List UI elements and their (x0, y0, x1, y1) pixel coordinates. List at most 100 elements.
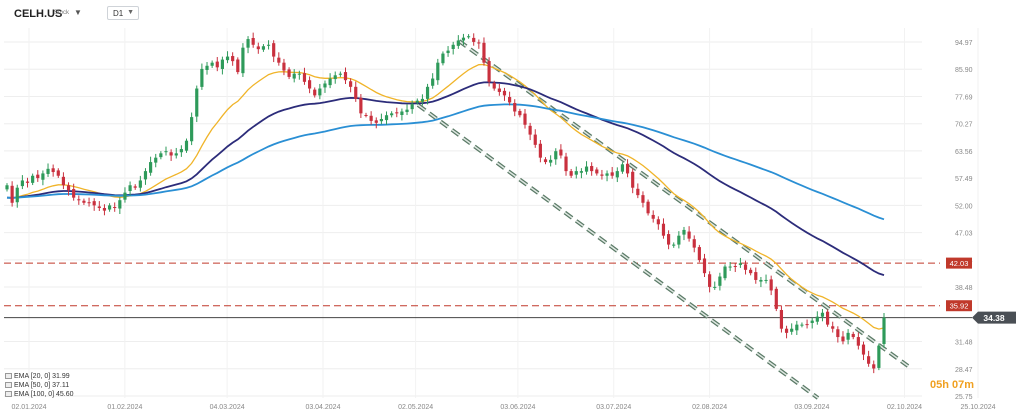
level-tag (946, 300, 972, 312)
candle-body (87, 202, 91, 204)
candle-body (61, 176, 66, 186)
candle-body (51, 168, 55, 173)
candle-body (692, 239, 696, 248)
candle-body (451, 44, 455, 49)
candle-body (364, 114, 368, 116)
candle-body (143, 171, 148, 180)
candle-body (461, 37, 466, 41)
candle-body (184, 140, 189, 151)
candle-body (590, 166, 594, 172)
candle-body (359, 97, 363, 114)
x-tick-label: 02.08.2024 (692, 404, 727, 411)
candle-body (400, 111, 404, 115)
y-tick-label: 63.56 (955, 149, 973, 156)
candle-body (390, 113, 394, 116)
candle-body (831, 326, 835, 329)
symbol-dropdown-icon[interactable]: ▼ (74, 8, 82, 17)
candle-body (641, 195, 645, 203)
candle-body (292, 73, 296, 79)
candle-body (179, 149, 183, 153)
legend-item-ema100[interactable]: EMA [100, 0] 45.60 (5, 390, 74, 399)
candle-body (328, 78, 332, 86)
y-tick-label: 38.48 (955, 285, 973, 292)
candles (5, 32, 886, 374)
timeframe-select[interactable]: D1 ▼ (107, 6, 139, 20)
candle-body (482, 42, 486, 63)
candle-body (615, 171, 619, 178)
candle-body (236, 59, 240, 73)
candle-body (861, 344, 866, 355)
candle-body (815, 316, 819, 322)
legend-item-ema50[interactable]: EMA [50, 0] 37.11 (5, 381, 74, 390)
ema-lines (6, 63, 885, 330)
candle-body (651, 214, 655, 219)
current-price-tag (972, 311, 1016, 324)
candle-body (754, 272, 758, 280)
candle-body (533, 134, 537, 145)
candle-body (154, 157, 158, 163)
candle-body (605, 173, 609, 176)
candle-body (682, 229, 686, 235)
candle-body (820, 312, 825, 317)
candle-body (466, 36, 471, 38)
candle-body (559, 149, 563, 156)
candle-body (851, 333, 855, 338)
candle-body (836, 329, 840, 338)
candle-body (810, 320, 814, 324)
x-tick-label: 03.07.2024 (596, 404, 631, 411)
candle-body (477, 42, 481, 44)
candle-body (302, 73, 307, 82)
candle-body (405, 109, 409, 113)
candle-body (215, 61, 219, 68)
x-tick-label: 03.09.2024 (794, 404, 829, 411)
chevron-down-icon: ▼ (127, 9, 134, 16)
symbol-label[interactable]: CELH.US (14, 8, 63, 20)
x-tick-label: 01.02.2024 (107, 404, 142, 411)
x-tick-label: 03.06.2024 (500, 404, 535, 411)
candle-body (246, 39, 250, 48)
candle-body (15, 187, 19, 203)
candle-body (790, 328, 794, 332)
candle-body (502, 90, 507, 96)
time-axis: 02.01.2024 01.02.2024 04.03.2024 03.04.2024… (11, 404, 995, 411)
ema20-line (6, 63, 885, 330)
indicator-settings-icon[interactable] (5, 382, 12, 388)
candle-body (646, 201, 650, 214)
candle-body (169, 152, 173, 156)
candle-body (492, 82, 496, 89)
candle-body (277, 57, 281, 63)
candle-body (251, 37, 255, 45)
chart-toolbar: CELH.US Stock ▼ D1 ▼ (0, 0, 1024, 24)
candle-body (497, 88, 501, 92)
candle-body (595, 169, 599, 174)
indicator-settings-icon[interactable] (5, 391, 12, 397)
candle-body (10, 185, 14, 203)
candle-body (631, 171, 635, 188)
timeframe-value: D1 (113, 9, 124, 18)
candle-body (702, 258, 707, 274)
y-tick-label: 47.03 (955, 231, 973, 238)
y-tick-label: 25.75 (955, 394, 973, 401)
candle-body (159, 153, 163, 158)
legend-item-ema20[interactable]: EMA [20, 0] 31.99 (5, 372, 74, 381)
candle-body (554, 151, 558, 160)
indicator-settings-icon[interactable] (5, 373, 12, 379)
y-tick-label: 31.48 (955, 340, 973, 347)
candle-body (225, 56, 230, 61)
candle-body (779, 309, 784, 329)
candle-body (128, 185, 132, 192)
y-tick-label: 77.69 (955, 94, 973, 101)
candle-body (574, 171, 578, 175)
candle-body (72, 189, 76, 198)
candle-body (118, 200, 122, 209)
level-tag-label: 35.92 (950, 302, 969, 311)
candle-body (20, 180, 24, 187)
candle-body (415, 100, 419, 103)
candle-body (441, 53, 445, 64)
candle-body (743, 264, 748, 270)
legend-label: EMA [50, 0] 37.11 (14, 382, 70, 389)
candle-body (472, 37, 476, 42)
candle-body (5, 185, 9, 190)
candle-body (774, 288, 778, 309)
